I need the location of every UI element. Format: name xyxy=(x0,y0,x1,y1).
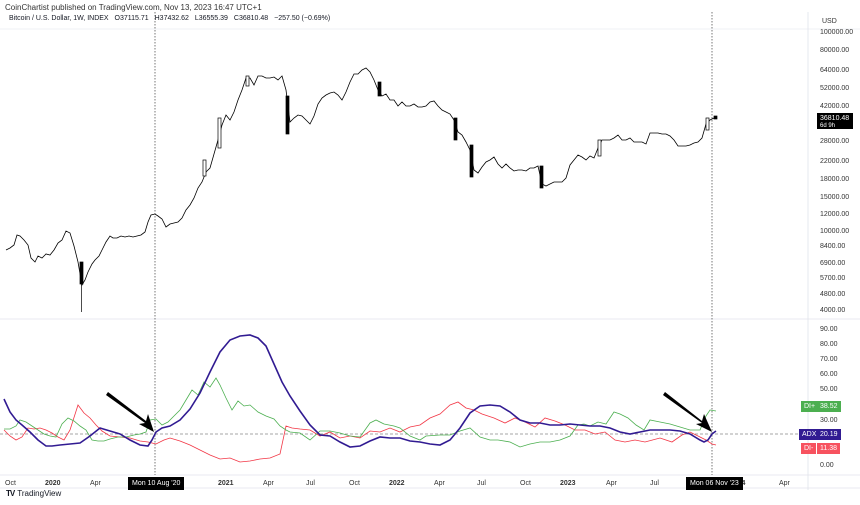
di-plus-value: 38.52 xyxy=(817,401,841,412)
svg-text:6d 9h: 6d 9h xyxy=(820,123,835,129)
svg-text:100000.00: 100000.00 xyxy=(820,29,853,36)
price-candles xyxy=(5,67,718,312)
di-plus-tag: DI+ xyxy=(801,401,819,412)
svg-text:15000.00: 15000.00 xyxy=(820,194,849,201)
symbol-legend: Bitcoin / U.S. Dollar, 1W, INDEX O37115.… xyxy=(9,15,334,22)
svg-text:2023: 2023 xyxy=(560,480,576,487)
svg-text:2021: 2021 xyxy=(218,480,234,487)
svg-text:36810.48: 36810.48 xyxy=(820,115,849,122)
adx-tag: ADX xyxy=(799,429,820,440)
svg-text:30.00: 30.00 xyxy=(820,417,838,424)
svg-text:Apr: Apr xyxy=(263,480,275,487)
svg-text:Jul: Jul xyxy=(650,480,659,487)
svg-text:6900.00: 6900.00 xyxy=(820,260,845,267)
svg-text:10000.00: 10000.00 xyxy=(820,228,849,235)
svg-text:22000.00: 22000.00 xyxy=(820,158,849,165)
svg-text:5700.00: 5700.00 xyxy=(820,275,845,282)
svg-text:60.00: 60.00 xyxy=(820,371,838,378)
svg-text:Oct: Oct xyxy=(349,480,360,487)
publisher-caption: CoinChartist published on TradingView.co… xyxy=(5,3,262,12)
di-minus-value: 11.38 xyxy=(817,443,840,454)
svg-text:18000.00: 18000.00 xyxy=(820,176,849,183)
symbol-name[interactable]: Bitcoin / U.S. Dollar, 1W, INDEX xyxy=(9,15,109,22)
svg-text:28000.00: 28000.00 xyxy=(820,138,849,145)
ohlc-close: C36810.48 xyxy=(233,15,269,22)
svg-text:64000.00: 64000.00 xyxy=(820,67,849,74)
tradingview-logo[interactable]: TV TradingView xyxy=(6,489,62,498)
svg-text:Jul: Jul xyxy=(306,480,315,487)
price-axis[interactable]: USD 100000.00 80000.00 64000.00 52000.00… xyxy=(817,14,853,314)
svg-text:4000.00: 4000.00 xyxy=(820,307,845,314)
svg-text:42000.00: 42000.00 xyxy=(820,103,849,110)
tradingview-logo-icon: TV xyxy=(6,489,15,498)
svg-text:4800.00: 4800.00 xyxy=(820,291,845,298)
svg-text:90.00: 90.00 xyxy=(820,326,838,333)
svg-text:Apr: Apr xyxy=(434,480,446,487)
arrow-annotation-nov-2023 xyxy=(663,392,712,432)
ohlc-high: H37432.62 xyxy=(154,15,189,22)
svg-text:0.00: 0.00 xyxy=(820,462,834,469)
svg-text:Apr: Apr xyxy=(606,480,618,487)
svg-text:Oct: Oct xyxy=(5,480,16,487)
svg-text:2020: 2020 xyxy=(45,480,61,487)
adx-indicator-lines xyxy=(3,334,717,463)
ohlc-open: O37115.71 xyxy=(114,15,149,22)
svg-text:12000.00: 12000.00 xyxy=(820,211,849,218)
di-plus-line xyxy=(4,377,717,448)
ohlc-low: L36555.39 xyxy=(194,15,228,22)
crosshair-date-nov-2023: Mon 06 Nov '23 xyxy=(686,477,743,490)
currency-label: USD xyxy=(822,18,837,25)
svg-text:Apr: Apr xyxy=(90,480,102,487)
svg-text:50.00: 50.00 xyxy=(820,386,838,393)
di-minus-line xyxy=(3,401,717,463)
crosshair-date-aug-2020: Mon 10 Aug '20 xyxy=(128,477,185,490)
adx-line xyxy=(3,334,717,448)
di-minus-tag: DI- xyxy=(801,443,817,454)
svg-text:Jul: Jul xyxy=(477,480,486,487)
svg-text:70.00: 70.00 xyxy=(820,356,838,363)
svg-text:8400.00: 8400.00 xyxy=(820,243,845,250)
arrow-annotation-aug-2020 xyxy=(106,392,154,432)
svg-text:80.00: 80.00 xyxy=(820,341,838,348)
current-price-badge xyxy=(817,113,853,129)
ohlc-change: −257.50 (−0.69%) xyxy=(274,15,331,22)
time-axis[interactable]: Oct 2020 Apr 2021 Apr Jul Oct 2022 Apr J… xyxy=(5,480,791,487)
indicator-axis[interactable]: 90.00 80.00 70.00 60.00 50.00 30.00 0.00 xyxy=(820,326,838,469)
svg-text:Apr: Apr xyxy=(779,480,791,487)
adx-value: 20.19 xyxy=(817,429,841,440)
svg-text:52000.00: 52000.00 xyxy=(820,85,849,92)
svg-text:80000.00: 80000.00 xyxy=(820,47,849,54)
svg-text:Oct: Oct xyxy=(520,480,531,487)
svg-text:2022: 2022 xyxy=(389,480,405,487)
